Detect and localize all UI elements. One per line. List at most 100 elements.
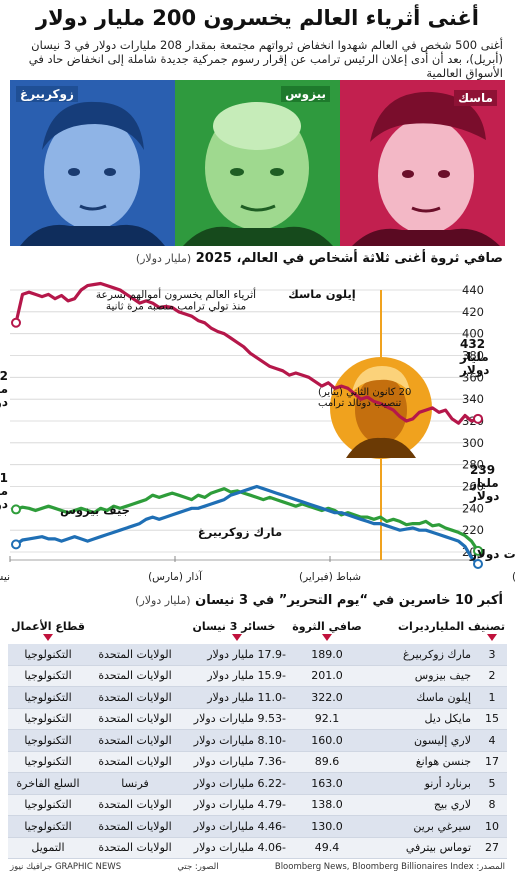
x-axis: كانون الثاني (يناير) شباط (فبراير) آذار (م…	[0, 556, 515, 583]
bezos-photo: بيزوس	[175, 80, 340, 246]
y-tick-label: 280	[462, 458, 484, 472]
name-cell: مايكل ديل	[424, 712, 472, 726]
bezos-label: بيزوس	[281, 86, 330, 102]
name-cell: لاري إليسون	[414, 733, 471, 747]
bezos-name-label: جيف بيزوس	[60, 503, 130, 518]
loss-cell: -4.79 مليارات دولار	[193, 798, 286, 812]
name-cell: برنارد أرنو	[424, 776, 471, 790]
y-tick-label: 360	[462, 370, 484, 384]
y-tick-label: 420	[462, 305, 484, 319]
worth-cell: 189.0	[311, 647, 343, 661]
page-title: أغنى أثرياء العالم يخسرون 200 مليار دولا…	[35, 6, 480, 30]
series-start-point	[473, 413, 483, 424]
sector-cell: السلع الفاخرة	[16, 776, 80, 790]
y-tick-label: 220	[462, 523, 484, 537]
chart-grid	[10, 289, 478, 553]
zuckerberg-name-label: مارك زوكربيرغ	[198, 525, 282, 540]
name-cell: سيرغي برين	[413, 819, 471, 833]
country-cell: الولايات المتحدة	[98, 841, 172, 855]
table-row: 27 توماس بيترفي 49.4 -4.06 مليارات دولار الو…	[8, 837, 507, 859]
name-cell: جنسن هوانغ	[415, 755, 471, 769]
rank-cell: 2	[488, 669, 496, 683]
table-body: 3 مارك زوكربيرغ 189.0 -17.9 مليار دولار الول…	[8, 644, 507, 859]
name-cell: توماس بيترفي	[405, 841, 471, 855]
musk-name-label: إيلون ماسك	[288, 287, 355, 302]
name-cell: لاري بيج	[433, 798, 471, 812]
zuckerberg-photo: زوكربيرغ	[10, 80, 175, 246]
table-row: 15 مايكل ديل 92.1 -9.53 مليارات دولار الولاي…	[8, 708, 507, 730]
loss-cell: -11.0 مليار دولار	[207, 690, 286, 704]
header-worth: صافي الثروة	[292, 619, 362, 633]
worth-cell: 138.0	[311, 798, 343, 812]
intro-text: أغنى 500 شخص في العالم شهدوا انخفاض ثروا…	[28, 38, 503, 80]
trump-portrait	[330, 357, 432, 459]
musk-line	[14, 281, 479, 425]
sector-cell: التكنولوجيا	[24, 819, 72, 833]
y-tick-label: 400	[462, 327, 484, 341]
country-cell: الولايات المتحدة	[98, 733, 172, 747]
sector-cell: التكنولوجيا	[24, 669, 72, 683]
worth-cell: 89.6	[314, 755, 340, 769]
table-row: 17 جنسن هوانغ 89.6 -7.36 مليارات دولار الولا…	[8, 751, 507, 773]
sort-marker-sector	[43, 634, 53, 641]
y-tick-label: 340	[462, 392, 484, 406]
sector-cell: التمويل	[31, 841, 65, 855]
header-rank: تصنيف المليارديرات	[397, 619, 505, 633]
name-cell: مارك زوكربيرغ	[402, 647, 471, 661]
loss-cell: -9.53 مليارات دولار	[193, 712, 286, 726]
table-title-text: أكبر 10 خاسرين في “يوم التحرير” في 3 نيس…	[195, 593, 503, 608]
table-row: 4 لاري إليسون 160.0 -8.10 مليارات دولار الول…	[8, 730, 507, 752]
footer-source: المصدر: Bloomberg News, Bloomberg Billio…	[274, 862, 505, 872]
table-row: 3 مارك زوكربيرغ 189.0 -17.9 مليار دولار الول…	[8, 644, 507, 666]
sector-cell: التكنولوجيا	[24, 755, 72, 769]
worth-cell: 163.0	[311, 776, 343, 790]
losers-table: تصنيف المليارديرات صافي الثروة خسائر 3 ن…	[8, 618, 507, 859]
table-row: 10 سيرغي برين 130.0 -4.46 مليارات دولار الول…	[8, 816, 507, 838]
worth-cell: 322.0	[311, 690, 343, 704]
musk-end-label: 432 مليار دولار	[459, 337, 489, 378]
footer-credit: GRAPHIC NEWS جرافيك نيوز	[10, 862, 122, 872]
rank-cell: 8	[488, 798, 496, 812]
loss-cell: -6.22 مليارات دولار	[193, 776, 286, 790]
loss-cell: -7.36 مليارات دولار	[193, 755, 286, 769]
worth-cell: 49.4	[314, 841, 340, 855]
musk-photo: ماسك	[340, 80, 505, 246]
series-end-point	[11, 539, 21, 550]
country-cell: فرنسا	[121, 776, 149, 790]
note-annotation: أثرياء العالم يخسرون أموالهم بسرعة منذ تو…	[96, 287, 256, 313]
country-cell: الولايات المتحدة	[98, 669, 172, 683]
worth-cell: 201.0	[311, 669, 343, 683]
sector-cell: التكنولوجيا	[24, 733, 72, 747]
name-cell: جيف بيزوس	[414, 669, 471, 683]
net-worth-line-chart: 200220240260280300320340360380400420440 …	[0, 281, 515, 583]
x-tick-label: آذار (مارس)	[148, 570, 203, 583]
rank-cell: 1	[488, 690, 496, 704]
bezos-start-label: 201ملياردولار	[0, 471, 8, 512]
table-header: تصنيف المليارديرات صافي الثروة خسائر 3 ن…	[8, 618, 507, 634]
worth-cell: 130.0	[311, 819, 343, 833]
y-tick-label: 260	[462, 480, 484, 494]
country-cell: الولايات المتحدة	[98, 798, 172, 812]
table-row: 5 برنارد أرنو 163.0 -6.22 مليارات دولار فرنس…	[8, 773, 507, 795]
y-tick-label: 300	[462, 436, 484, 450]
chart-annotations: أثرياء العالم يخسرون أموالهم بسرعة منذ تو…	[0, 287, 515, 562]
photo-strip: زوكربيرغ بيزوس ماسك	[10, 80, 505, 246]
country-cell: الولايات المتحدة	[98, 712, 172, 726]
country-cell: الولايات المتحدة	[98, 755, 172, 769]
header-sector: قطاع الأعمال	[11, 619, 85, 633]
rank-cell: 15	[485, 712, 499, 726]
sector-cell: التكنولوجيا	[24, 712, 72, 726]
zuckerberg-end-label: 207 مليارات دولار	[469, 547, 515, 562]
y-tick-label: 380	[462, 349, 484, 363]
musk-start-label: 322ملياردولار	[0, 369, 8, 410]
musk-label: ماسك	[454, 90, 497, 106]
sector-cell: التكنولوجيا	[24, 647, 72, 661]
sort-marker-loss	[232, 634, 242, 641]
inauguration-label: 20 كانون الثاني (يناير) تنصيب دونالد ترام…	[318, 387, 411, 409]
zuckerberg-line	[15, 484, 480, 566]
table-row: 2 جيف بيزوس 201.0 -15.9 مليار دولار الولايات…	[8, 665, 507, 687]
table-row: 1 إيلون ماسك 322.0 -11.0 مليار دولار الولايا…	[8, 687, 507, 709]
table-row: 8 لاري بيج 138.0 -4.79 مليارات دولار الولايا…	[8, 794, 507, 816]
rank-cell: 4	[488, 733, 496, 747]
x-tick-label: كانون الثاني (يناير)	[512, 571, 515, 583]
